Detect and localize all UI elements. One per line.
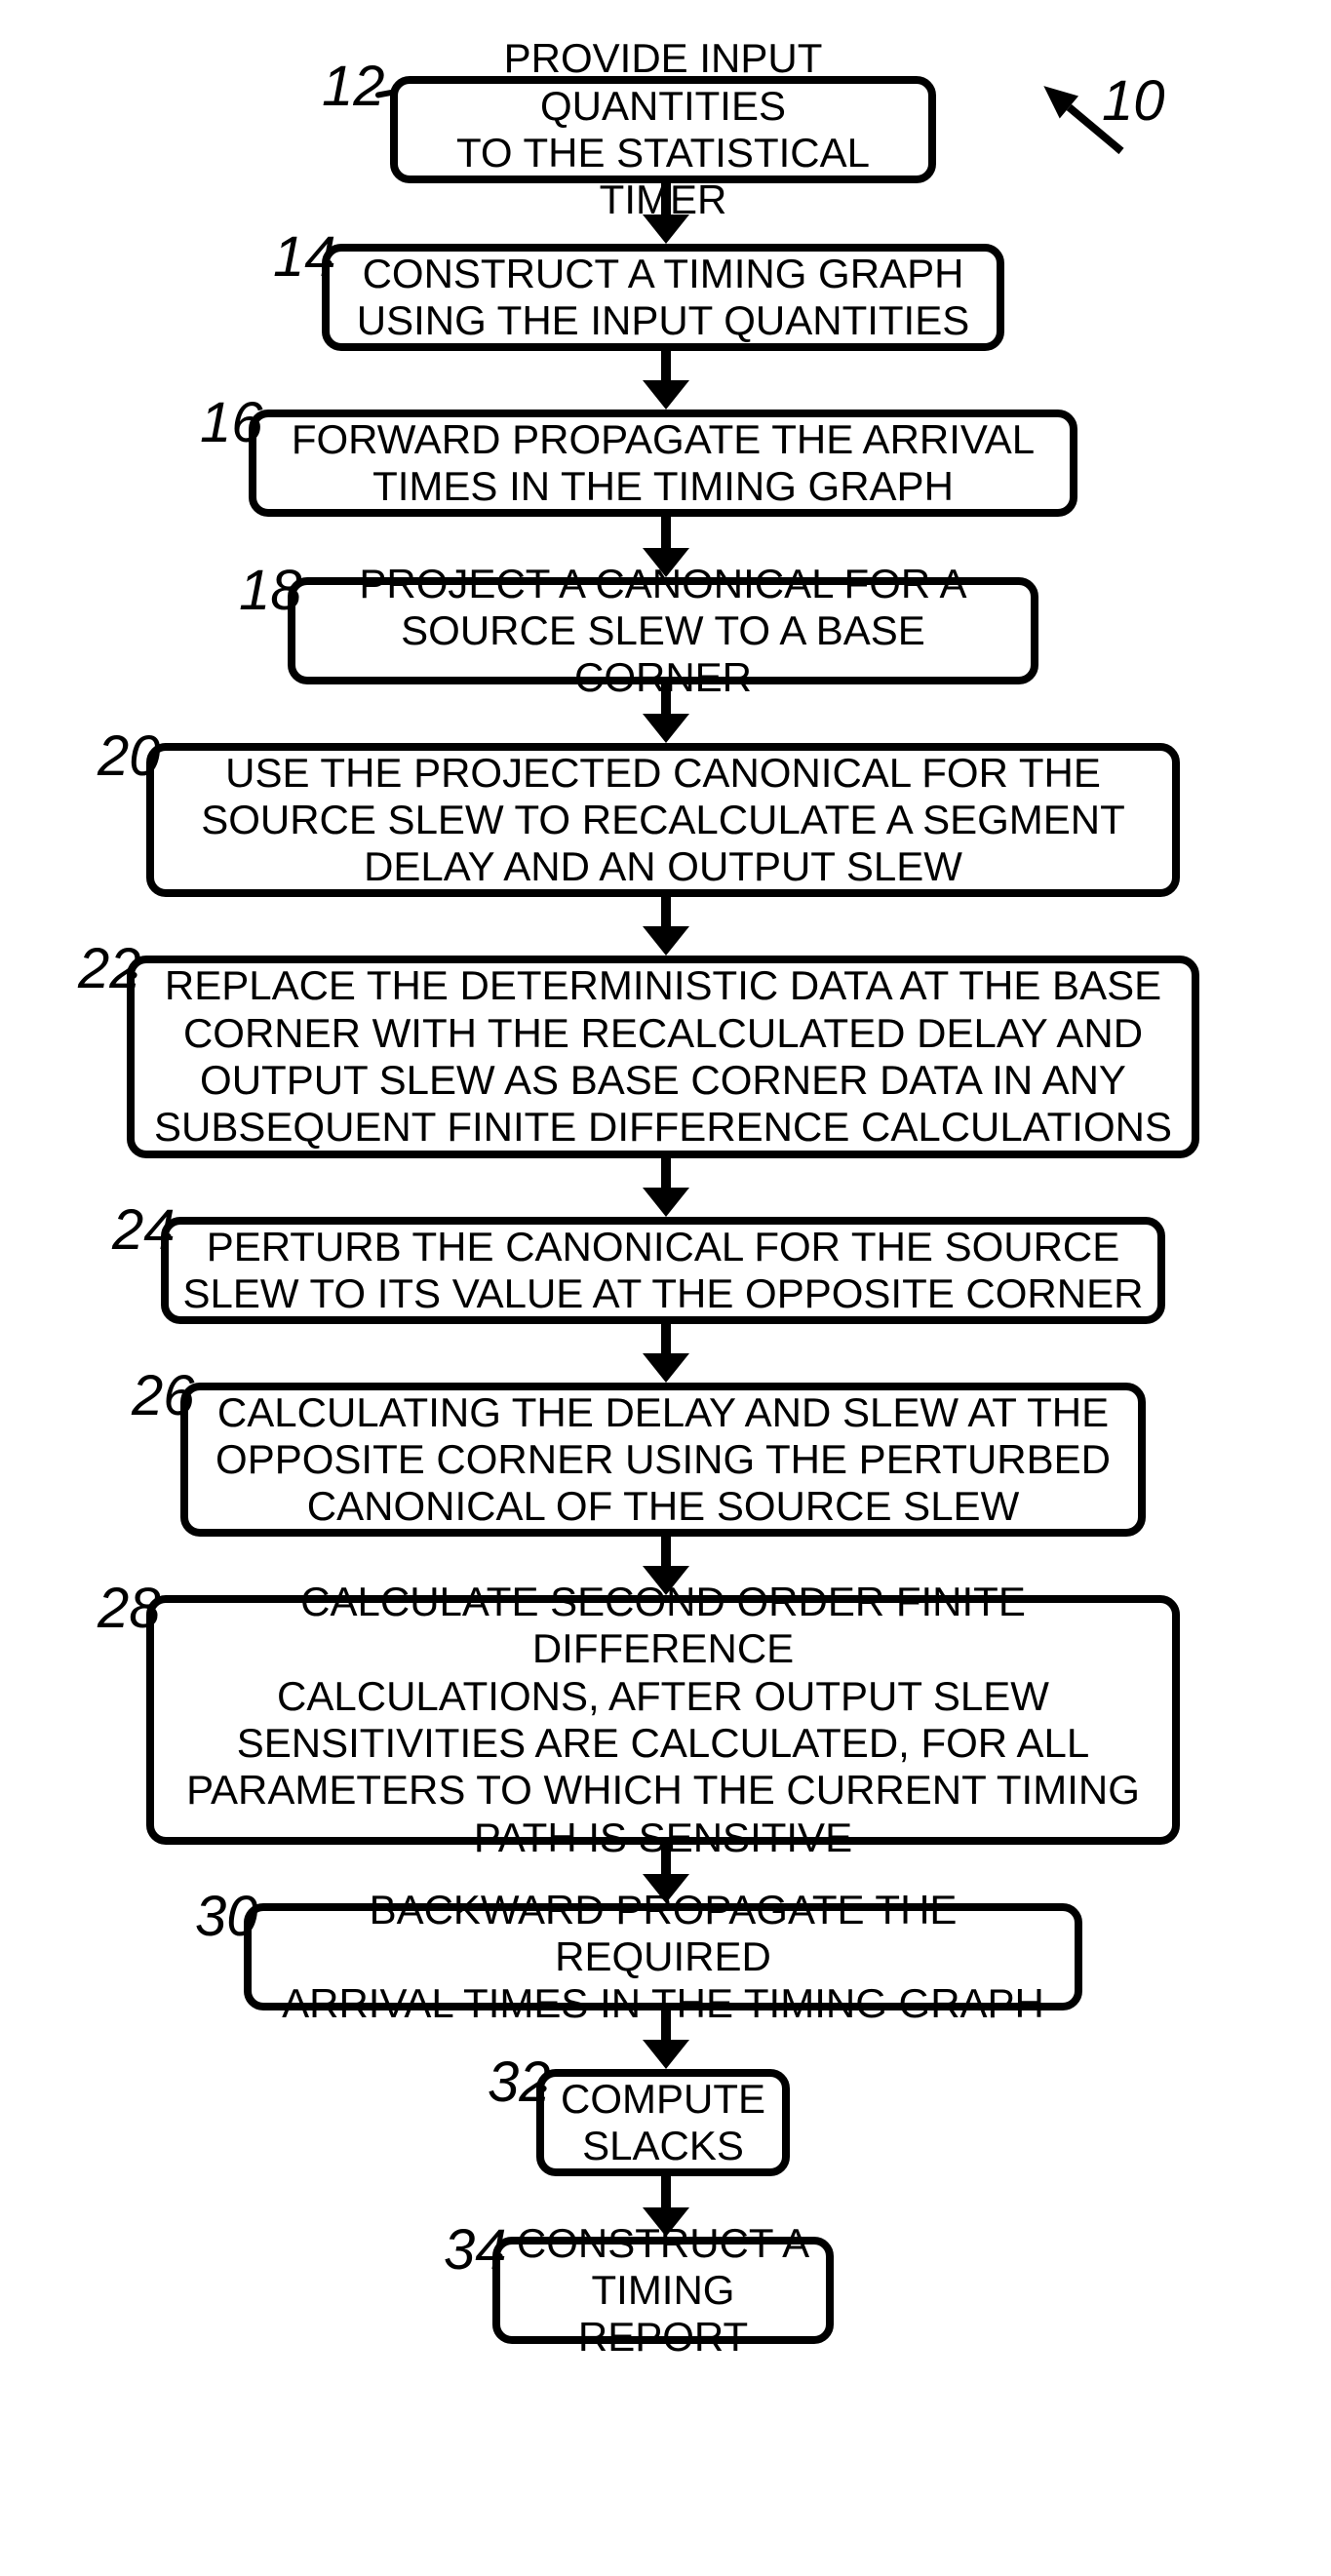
flow-step-label-22: 22 xyxy=(78,936,141,1001)
arrow-line-28-to-30 xyxy=(661,1845,671,1874)
flow-step-18: PROJECT A CANONICAL FOR ASOURCE SLEW TO … xyxy=(288,577,1038,684)
flow-step-22: REPLACE THE DETERMINISTIC DATA AT THE BA… xyxy=(127,956,1199,1158)
flow-step-label-32: 32 xyxy=(488,2049,551,2115)
arrow-line-26-to-28 xyxy=(661,1537,671,1566)
arrow-head-30-to-32 xyxy=(643,2040,689,2069)
arrow-line-18-to-20 xyxy=(661,684,671,714)
arrow-head-14-to-16 xyxy=(643,380,689,410)
flow-step-label-16: 16 xyxy=(200,390,263,455)
flow-step-label-14: 14 xyxy=(273,224,336,290)
flow-step-20: USE THE PROJECTED CANONICAL FOR THESOURC… xyxy=(146,743,1180,897)
arrow-line-12-to-14 xyxy=(661,183,671,215)
flow-step-26: CALCULATING THE DELAY AND SLEW AT THEOPP… xyxy=(180,1383,1146,1537)
flow-step-14: CONSTRUCT A TIMING GRAPHUSING THE INPUT … xyxy=(322,244,1004,351)
flow-step-34: CONSTRUCT ATIMING REPORT xyxy=(492,2237,834,2344)
flow-step-label-26: 26 xyxy=(132,1363,195,1428)
flow-step-12: PROVIDE INPUT QUANTITIESTO THE STATISTIC… xyxy=(390,76,936,183)
arrow-line-24-to-26 xyxy=(661,1324,671,1353)
flow-step-32: COMPUTESLACKS xyxy=(536,2069,790,2176)
arrow-line-14-to-16 xyxy=(661,351,671,380)
flow-step-30: BACKWARD PROPAGATE THE REQUIREDARRIVAL T… xyxy=(244,1903,1082,2010)
flow-step-label-34: 34 xyxy=(444,2217,507,2283)
arrow-line-16-to-18 xyxy=(661,517,671,548)
arrow-head-18-to-20 xyxy=(643,714,689,743)
arrow-line-32-to-34 xyxy=(661,2176,671,2207)
flow-step-28: CALCULATE SECOND ORDER FINITE DIFFERENCE… xyxy=(146,1595,1180,1845)
arrow-head-12-to-14 xyxy=(643,215,689,244)
flow-step-label-30: 30 xyxy=(195,1884,258,1949)
flow-step-label-18: 18 xyxy=(239,558,302,623)
flow-step-label-12: 12 xyxy=(322,54,385,119)
flow-step-label-24: 24 xyxy=(112,1197,176,1263)
flow-step-label-20: 20 xyxy=(98,723,161,789)
flow-step-24: PERTURB THE CANONICAL FOR THE SOURCESLEW… xyxy=(161,1217,1165,1324)
flowchart-canvas: 10PROVIDE INPUT QUANTITIESTO THE STATIST… xyxy=(0,0,1331,2576)
arrow-head-24-to-26 xyxy=(643,1353,689,1383)
flow-step-label-28: 28 xyxy=(98,1576,161,1641)
arrow-line-20-to-22 xyxy=(661,897,671,926)
arrow-line-22-to-24 xyxy=(661,1158,671,1188)
arrow-head-20-to-22 xyxy=(643,926,689,956)
flow-step-16: FORWARD PROPAGATE THE ARRIVALTIMES IN TH… xyxy=(249,410,1077,517)
arrow-line-30-to-32 xyxy=(661,2010,671,2040)
arrow-head-22-to-24 xyxy=(643,1188,689,1217)
